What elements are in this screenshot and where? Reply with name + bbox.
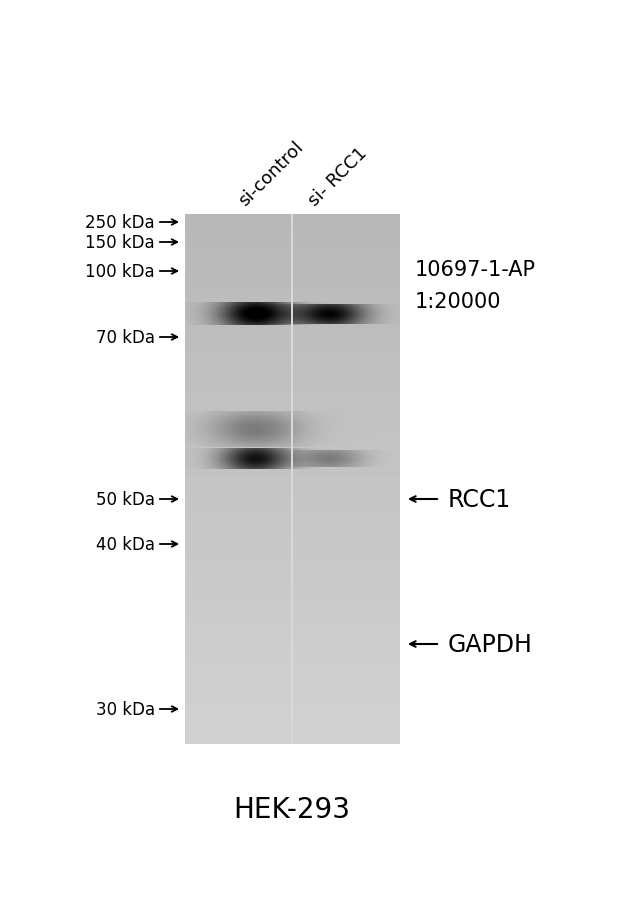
Text: HEK-293: HEK-293 [234,796,351,824]
Text: 1:20000: 1:20000 [415,291,501,312]
Text: si-control: si-control [235,138,307,210]
Text: 30 kDa: 30 kDa [96,700,155,718]
Text: si- RCC1: si- RCC1 [305,144,371,210]
Text: WWW.PTGAB3.COM: WWW.PTGAB3.COM [244,428,256,551]
Text: 150 kDa: 150 kDa [86,234,155,252]
Text: 250 kDa: 250 kDa [86,214,155,232]
Text: GAPDH: GAPDH [448,632,533,657]
Text: RCC1: RCC1 [448,487,511,511]
Text: 10697-1-AP: 10697-1-AP [415,260,536,280]
Text: 40 kDa: 40 kDa [96,536,155,554]
Text: 50 kDa: 50 kDa [96,491,155,509]
Text: 100 kDa: 100 kDa [86,262,155,281]
Text: 70 kDa: 70 kDa [96,328,155,346]
